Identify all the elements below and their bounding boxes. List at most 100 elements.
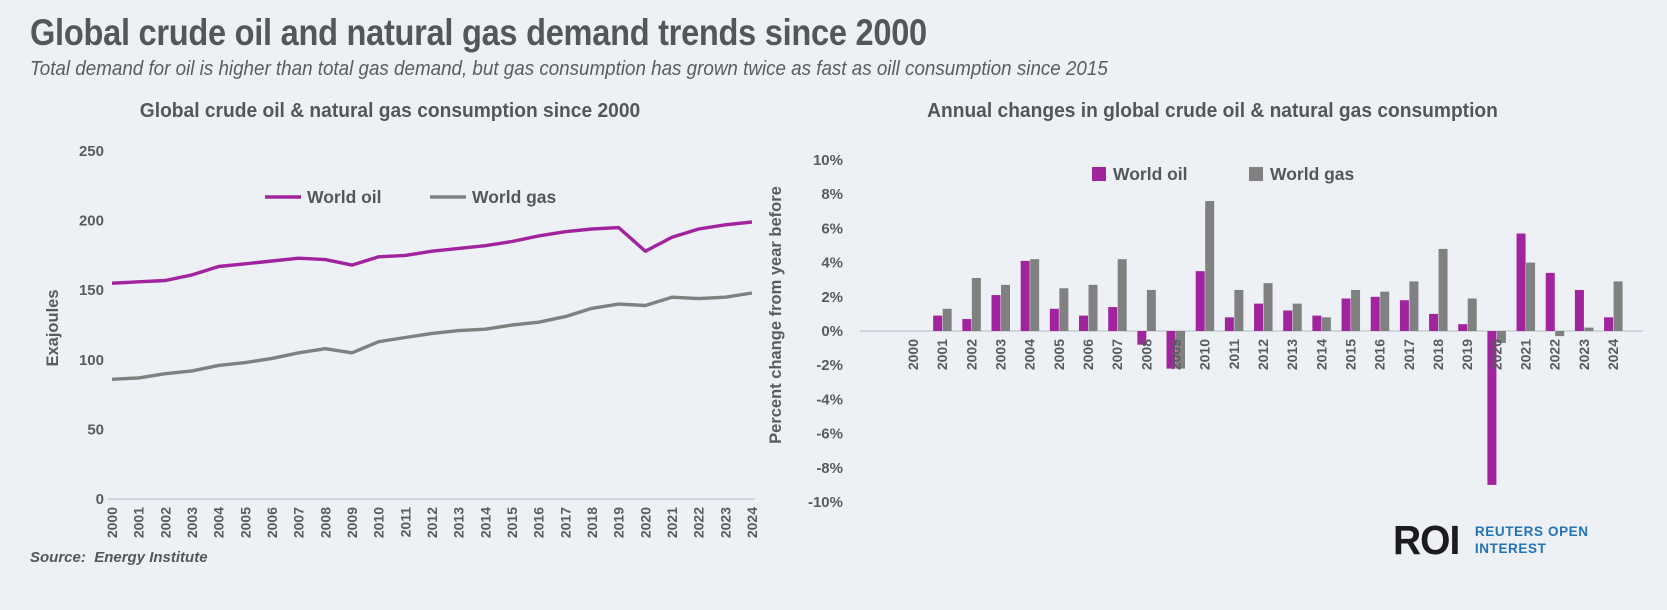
- oil-bar-2024: [1604, 317, 1614, 331]
- roi-logo-name-line2: INTEREST: [1474, 540, 1547, 556]
- x-tick-label: 2021: [664, 507, 680, 538]
- y-tick-label: 0: [96, 491, 104, 508]
- y-tick-label: 6%: [821, 220, 843, 237]
- y-tick-label: 8%: [821, 186, 843, 203]
- gas-bar-2017: [1409, 281, 1419, 331]
- oil-bar-2016: [1370, 296, 1380, 331]
- y-tick-label: -6%: [816, 426, 843, 443]
- gas-bar-2013: [1292, 303, 1302, 331]
- gas-bar-2009: [1176, 331, 1186, 369]
- x-tick-label: 2003: [184, 507, 200, 538]
- oil-bar-2009: [1166, 331, 1176, 369]
- x-tick-label: 2013: [451, 507, 467, 538]
- legend-label: World gas: [472, 187, 557, 207]
- x-tick-label: 2014: [1313, 339, 1329, 370]
- gas-bar-2023: [1584, 327, 1594, 331]
- x-tick-label: 2011: [1226, 339, 1242, 370]
- x-tick-label: 2018: [584, 507, 600, 538]
- oil-bar-2004: [1020, 260, 1030, 331]
- x-tick-label: 2006: [264, 507, 280, 538]
- source-label: Source:: [30, 549, 86, 566]
- x-tick-label: 2002: [963, 339, 979, 370]
- gas-bar-2011: [1234, 289, 1244, 331]
- y-tick-label: 10%: [813, 152, 843, 169]
- oil-bar-2018: [1429, 313, 1439, 331]
- x-tick-label: 2024: [744, 507, 760, 538]
- gas-bar-2008: [1146, 289, 1156, 331]
- x-tick-label: 2010: [1197, 339, 1213, 370]
- x-tick-label: 2005: [1051, 339, 1067, 370]
- oil-bar-2008: [1137, 331, 1147, 345]
- y-axis-title: Percent change from year before: [767, 186, 785, 444]
- y-tick-label: 2%: [821, 289, 843, 306]
- x-tick-label: 2016: [1372, 339, 1388, 370]
- source-value: Energy Institute: [94, 549, 208, 566]
- oil-bar-2012: [1254, 303, 1264, 331]
- x-tick-label: 2016: [531, 507, 547, 538]
- y-tick-label: 150: [79, 282, 104, 299]
- gas-bar-2006: [1088, 284, 1098, 331]
- oil-bar-2003: [991, 295, 1001, 331]
- x-tick-label: 2001: [131, 507, 147, 538]
- legend-label: World oil: [307, 187, 382, 207]
- page-subtitle: Total demand for oil is higher than tota…: [30, 58, 1108, 80]
- x-tick-label: 2021: [1518, 339, 1534, 370]
- oil-bar-2020: [1487, 331, 1497, 485]
- oil-bar-2011: [1224, 317, 1234, 331]
- x-tick-label: 2015: [1343, 339, 1359, 370]
- oil-bar-2021: [1516, 233, 1526, 331]
- x-tick-label: 2012: [1255, 339, 1271, 370]
- bar-chart-title: Annual changes in global crude oil & nat…: [927, 100, 1498, 122]
- x-tick-label: 2008: [1138, 339, 1154, 370]
- world-oil-line: [111, 220, 753, 285]
- source-note: Source: Energy Institute: [30, 549, 208, 566]
- x-tick-label: 2022: [1547, 339, 1563, 370]
- oil-bar-2022: [1545, 272, 1555, 331]
- y-tick-label: -8%: [816, 460, 843, 477]
- y-tick-label: 100: [79, 352, 104, 369]
- x-tick-label: 2017: [557, 507, 573, 538]
- oil-bar-2015: [1341, 298, 1351, 331]
- gas-bar-2014: [1321, 317, 1331, 331]
- oil-bar-2014: [1312, 315, 1322, 331]
- x-tick-label: 2024: [1605, 339, 1621, 370]
- x-tick-label: 2002: [157, 507, 173, 538]
- gas-bar-2019: [1467, 298, 1477, 331]
- oil-bar-2005: [1049, 308, 1059, 331]
- x-tick-label: 2014: [477, 507, 493, 538]
- x-tick-label: 2008: [317, 507, 333, 538]
- x-tick-label: 2004: [211, 507, 227, 538]
- gas-bar-2022: [1555, 331, 1565, 337]
- gas-bar-2024: [1613, 281, 1623, 331]
- annual-change-bar-chart-panel: Annual changes in global crude oil & nat…: [765, 100, 1660, 530]
- oil-bar-2017: [1399, 300, 1409, 331]
- gas-bar-2004: [1030, 259, 1040, 331]
- gas-bar-2021: [1526, 262, 1536, 331]
- consumption-line-chart: 250 200 150 100 50 0 Exajoules 2000 2001 2002 2003…: [44, 143, 760, 538]
- consumption-line-chart-panel: Global crude oil & natural gas consumpti…: [20, 100, 760, 562]
- world-gas-line: [111, 291, 753, 381]
- y-tick-label: 250: [79, 143, 104, 160]
- y-tick-label: 200: [79, 213, 104, 230]
- x-tick-label: 2017: [1401, 339, 1417, 370]
- x-tick-label: 2013: [1284, 339, 1300, 370]
- x-tick-label: 2005: [237, 507, 253, 538]
- x-tick-label: 2023: [717, 507, 733, 538]
- x-tick-label: 2012: [424, 507, 440, 538]
- roi-logo-name-line1: REUTERS OPEN: [1474, 523, 1589, 539]
- oil-bar-2007: [1108, 307, 1118, 331]
- x-tick-label: 2000: [104, 507, 120, 538]
- x-tick-label: 2023: [1576, 339, 1592, 370]
- gas-bar-2018: [1438, 248, 1448, 331]
- x-tick-label: 2018: [1430, 339, 1446, 370]
- oil-bar-2019: [1458, 324, 1468, 331]
- y-tick-label: 50: [87, 421, 104, 438]
- x-tick-label: 2000: [905, 339, 921, 370]
- oil-bar-2006: [1079, 315, 1089, 331]
- x-tick-label: 2003: [993, 339, 1009, 370]
- x-tick-label: 2009: [344, 507, 360, 538]
- x-tick-label: 2007: [1109, 339, 1125, 370]
- gas-bar-2002: [971, 277, 981, 331]
- legend-label: World gas: [1270, 164, 1355, 184]
